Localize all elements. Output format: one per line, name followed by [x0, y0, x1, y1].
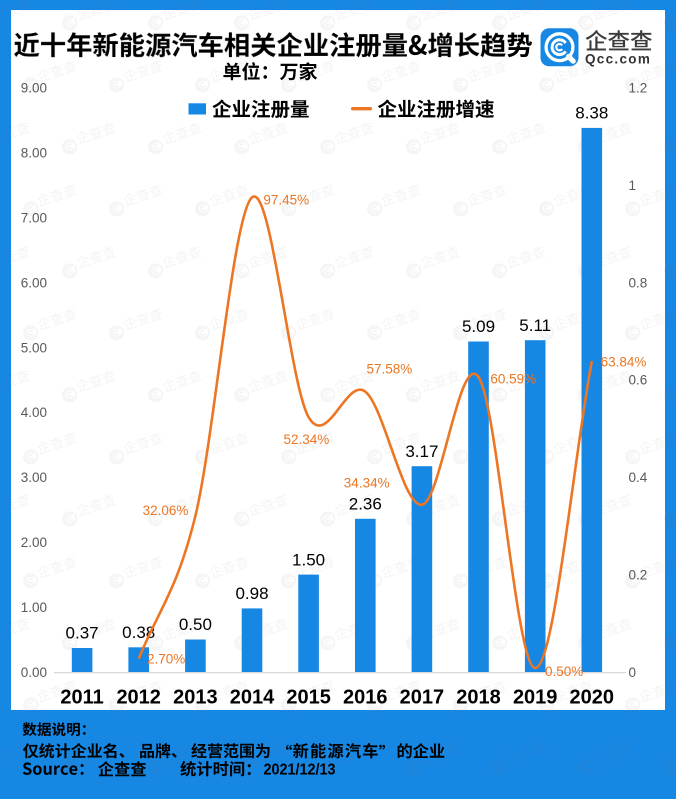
svg-text:3.00: 3.00	[21, 470, 47, 485]
svg-text:6.00: 6.00	[21, 275, 47, 290]
svg-text:Qcc.com: Qcc.com	[585, 52, 651, 67]
svg-text:2014: 2014	[230, 687, 275, 709]
svg-text:60.59%: 60.59%	[490, 372, 536, 387]
svg-text:2012: 2012	[116, 687, 161, 709]
svg-text:2019: 2019	[513, 687, 558, 709]
svg-text:8.38: 8.38	[575, 104, 608, 123]
svg-text:2011: 2011	[60, 687, 103, 709]
svg-text:2.00: 2.00	[21, 535, 47, 550]
svg-text:2017: 2017	[400, 687, 445, 709]
svg-text:63.84%: 63.84%	[601, 354, 647, 369]
svg-text:0.8: 0.8	[629, 275, 648, 290]
svg-text:1.50: 1.50	[292, 550, 325, 569]
svg-text:9.00: 9.00	[21, 81, 47, 96]
svg-text:2.70%: 2.70%	[147, 651, 185, 666]
svg-text:97.45%: 97.45%	[263, 192, 309, 207]
svg-text:5.11: 5.11	[519, 316, 551, 335]
svg-text:2020: 2020	[570, 687, 615, 709]
svg-text:3.17: 3.17	[405, 442, 438, 461]
svg-text:52.34%: 52.34%	[284, 432, 330, 447]
svg-text:1.00: 1.00	[21, 600, 47, 615]
svg-text:0.98: 0.98	[235, 584, 268, 603]
svg-text:2018: 2018	[456, 687, 501, 709]
svg-text:57.58%: 57.58%	[367, 361, 413, 376]
svg-text:1.2: 1.2	[629, 81, 648, 96]
svg-text:32.06%: 32.06%	[143, 503, 189, 518]
svg-text:2021/12/13: 2021/12/13	[264, 762, 336, 779]
svg-text:2015: 2015	[286, 687, 331, 709]
svg-text:0.50%: 0.50%	[545, 664, 583, 679]
svg-text:7.00: 7.00	[21, 210, 47, 225]
svg-text:34.34%: 34.34%	[344, 476, 390, 491]
svg-text:5.09: 5.09	[462, 317, 495, 336]
svg-text:0.4: 0.4	[629, 470, 648, 485]
svg-text:2016: 2016	[343, 687, 388, 709]
svg-text:0.37: 0.37	[66, 624, 99, 643]
svg-text:5.00: 5.00	[21, 340, 47, 355]
svg-text:4.00: 4.00	[21, 405, 47, 420]
svg-text:0: 0	[629, 665, 637, 680]
svg-text:0.2: 0.2	[629, 568, 648, 583]
svg-text:1: 1	[629, 178, 637, 193]
svg-text:2013: 2013	[173, 687, 218, 709]
svg-text:0.50: 0.50	[179, 615, 212, 634]
svg-text:8.00: 8.00	[21, 146, 47, 161]
svg-text:2.36: 2.36	[349, 495, 382, 514]
svg-text:0.6: 0.6	[629, 373, 648, 388]
svg-text:0.00: 0.00	[21, 665, 47, 680]
